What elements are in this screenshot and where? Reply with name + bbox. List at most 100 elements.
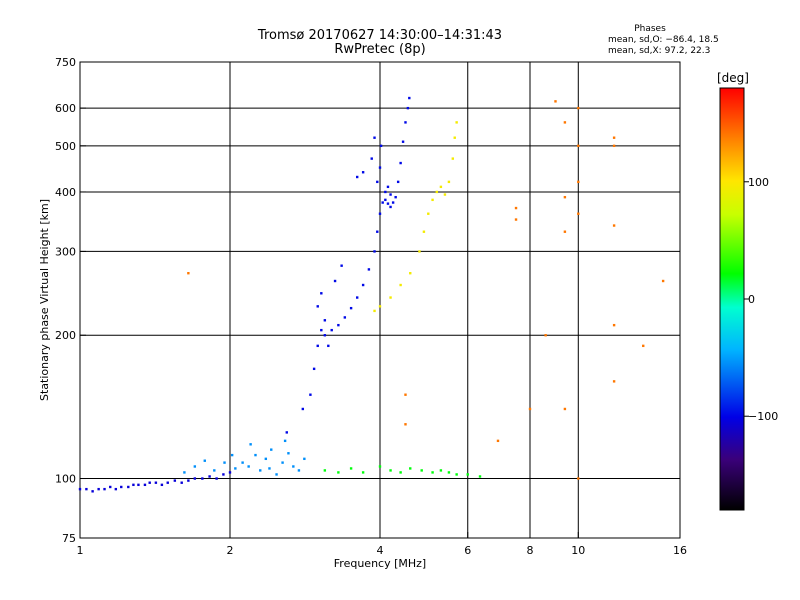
data-point: [514, 206, 518, 210]
data-point: [137, 483, 140, 487]
data-point: [496, 439, 500, 443]
data-point: [160, 483, 164, 487]
y-tick-label: 100: [55, 473, 76, 486]
data-point: [303, 457, 306, 461]
data-point: [361, 283, 365, 287]
data-point: [187, 479, 190, 482]
data-point: [193, 477, 197, 480]
data-point: [451, 157, 455, 160]
data-point: [661, 279, 665, 283]
data-point: [381, 201, 384, 204]
colorbar: [719, 87, 745, 511]
data-point: [166, 481, 169, 484]
data-point: [355, 175, 359, 179]
data-point: [376, 230, 379, 233]
data-point: [577, 106, 580, 110]
data-point: [431, 471, 434, 474]
data-point: [453, 136, 456, 139]
data-point: [173, 479, 177, 482]
data-point: [391, 201, 395, 204]
y-tick-label: 400: [55, 186, 76, 199]
data-point: [215, 477, 218, 480]
data-point: [563, 230, 567, 233]
data-point: [563, 121, 567, 124]
data-point: [203, 459, 206, 462]
data-point: [154, 481, 158, 484]
data-point: [285, 431, 288, 434]
data-point: [268, 467, 271, 470]
data-point: [577, 212, 580, 215]
axis-ticks: 1 2 4 6 8 10 16 75 100 200 300 400 500 600 750: [55, 56, 687, 557]
data-point: [409, 467, 412, 470]
data-point: [642, 344, 645, 348]
data-point: [612, 380, 616, 383]
data-point: [183, 471, 186, 474]
data-point: [443, 193, 447, 196]
stats-line-o: mean, sd,O: −86.4, 18.5: [608, 35, 719, 45]
data-point: [127, 485, 130, 489]
stats-heading: Phases: [634, 24, 666, 34]
data-point: [404, 121, 407, 124]
data-point: [343, 316, 347, 319]
data-point: [223, 461, 226, 464]
data-point: [213, 469, 216, 472]
data-point: [389, 296, 392, 299]
stats-line-x: mean, sd,X: 97.2, 22.3: [608, 46, 710, 56]
data-point: [187, 272, 190, 275]
data-point: [376, 180, 379, 184]
y-tick-label: 600: [55, 102, 76, 115]
data-point: [292, 465, 295, 468]
data-point: [143, 483, 147, 487]
colorbar-label: [deg]: [717, 71, 749, 85]
data-point: [420, 469, 423, 472]
data-point: [281, 461, 284, 464]
data-point: [320, 292, 323, 295]
data-point: [378, 305, 382, 308]
data-point: [409, 272, 412, 275]
data-point: [389, 469, 392, 472]
y-tick-label: 75: [62, 532, 76, 545]
data-point: [396, 180, 400, 184]
data-point: [577, 477, 580, 480]
data-point: [201, 477, 204, 480]
data-point: [612, 144, 616, 148]
x-tick-label: 6: [464, 544, 471, 557]
data-point: [316, 305, 319, 308]
data-point: [447, 180, 451, 184]
data-point: [249, 443, 252, 446]
data-point: [408, 96, 411, 100]
data-point: [103, 487, 106, 491]
data-point: [389, 193, 392, 196]
data-point: [327, 344, 330, 348]
x-tick-label: 8: [527, 544, 534, 557]
data-point: [254, 453, 257, 457]
data-point: [379, 144, 383, 148]
data-point: [612, 323, 616, 327]
data-point: [208, 475, 211, 478]
data-point: [447, 471, 451, 474]
data-point: [577, 180, 580, 184]
data-point: [401, 140, 405, 143]
data-point: [431, 198, 434, 202]
data-point: [373, 136, 376, 139]
data-point: [384, 198, 387, 202]
data-point: [320, 328, 323, 332]
data-point: [85, 487, 88, 491]
data-point: [275, 473, 278, 476]
data-point: [241, 461, 244, 464]
data-point: [337, 471, 340, 474]
data-point: [514, 218, 518, 221]
data-point: [222, 473, 225, 476]
data-point: [91, 490, 94, 493]
data-point: [455, 473, 458, 476]
data-point: [132, 483, 135, 487]
x-tick-label: 1: [77, 544, 84, 557]
data-point: [563, 407, 567, 411]
data-point: [544, 334, 547, 337]
data-point: [478, 475, 482, 478]
data-point: [349, 467, 353, 470]
data-point: [373, 309, 376, 313]
data-point: [439, 469, 443, 472]
data-point: [384, 190, 387, 194]
data-point: [455, 121, 458, 124]
